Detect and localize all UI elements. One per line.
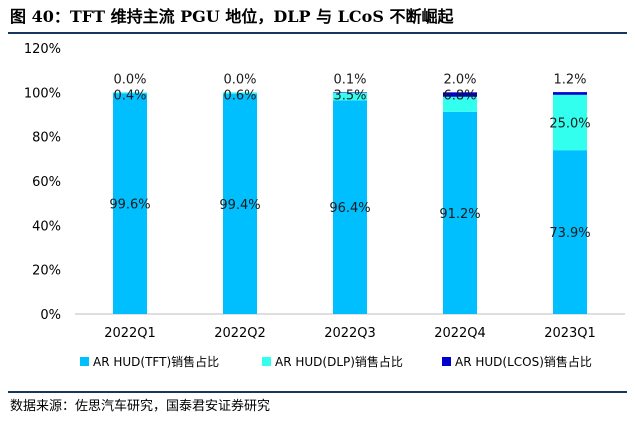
data-label: 3.5% — [333, 88, 366, 103]
y-tick-label: 60% — [32, 175, 61, 190]
source-note: 数据来源：佐思汽车研究，国泰君安证券研究 — [10, 399, 271, 414]
y-tick-label: 100% — [24, 86, 61, 101]
bars: 99.6%0.4%0.0%99.4%0.6%0.0%96.4%3.5%0.1%9… — [109, 72, 591, 315]
data-label: 6.8% — [443, 88, 476, 103]
bar-segment — [113, 93, 147, 314]
x-tick-label: 2023Q1 — [544, 326, 596, 341]
title-rule — [8, 32, 627, 34]
legend-swatch — [80, 357, 89, 366]
x-tick-label: 2022Q3 — [324, 326, 376, 341]
bar-segment — [443, 111, 477, 314]
bar-segment — [553, 94, 587, 151]
data-label: 0.0% — [223, 72, 256, 87]
source-rule — [8, 391, 627, 393]
bar-segment — [443, 96, 477, 112]
data-label: 0.0% — [113, 72, 146, 87]
data-label: 1.2% — [553, 72, 586, 87]
bar-segment — [553, 150, 587, 314]
data-label: 0.6% — [223, 88, 256, 103]
data-label: 91.2% — [439, 207, 480, 222]
legend-label: AR HUD(LCOS)销售占比 — [455, 354, 592, 369]
legend-label: AR HUD(DLP)销售占比 — [275, 354, 403, 369]
figure-title: 图 40：TFT 维持主流 PGU 地位，DLP 与 LCoS 不断崛起 — [10, 7, 454, 26]
bar-segment — [553, 92, 587, 95]
data-label: 0.1% — [333, 72, 366, 87]
bar-segment — [333, 92, 367, 101]
data-label: 25.0% — [549, 116, 590, 131]
data-label: 73.9% — [549, 226, 590, 241]
data-label: 0.4% — [113, 88, 146, 103]
x-tick-label: 2022Q1 — [104, 326, 156, 341]
legend-label: AR HUD(TFT)销售占比 — [93, 354, 219, 369]
x-tick-label: 2022Q2 — [214, 326, 266, 341]
bar-segment — [443, 92, 477, 97]
y-tick-label: 40% — [32, 219, 61, 234]
bar-segment — [333, 100, 367, 315]
x-tick-label: 2022Q4 — [434, 326, 486, 341]
bar-segment — [113, 92, 147, 94]
bar-segment — [223, 93, 257, 314]
y-tick-label: 0% — [40, 308, 61, 323]
data-label: 2.0% — [443, 72, 476, 87]
data-label: 99.4% — [219, 198, 260, 213]
data-label: 96.4% — [329, 201, 370, 216]
legend-swatch — [262, 357, 271, 366]
y-tick-label: 120% — [24, 42, 61, 57]
bar-segment — [333, 92, 367, 93]
y-tick-label: 20% — [32, 264, 61, 279]
x-axis-ticks: 2022Q1 2022Q2 2022Q3 2022Q4 2023Q1 — [104, 326, 596, 341]
bar-segment — [223, 92, 257, 94]
legend-swatch — [442, 357, 451, 366]
legend: AR HUD(TFT)销售占比 AR HUD(DLP)销售占比 AR HUD(LCO… — [80, 354, 592, 369]
y-axis-ticks: 0% 20% 40% 60% 80% 100% 120% — [24, 42, 61, 323]
y-tick-label: 80% — [32, 131, 61, 146]
data-label: 99.6% — [109, 198, 150, 213]
